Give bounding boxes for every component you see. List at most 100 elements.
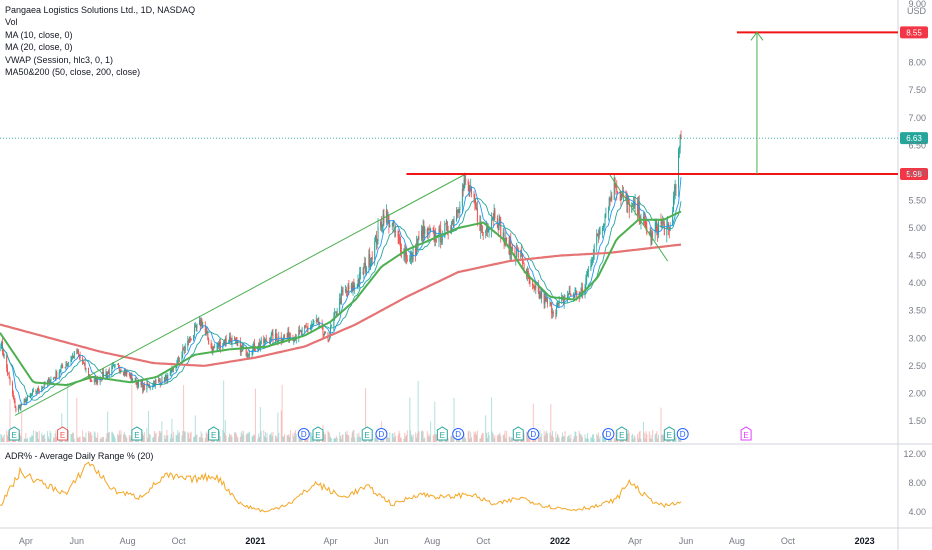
earnings-marker: [208, 426, 220, 441]
volume-bar: [500, 435, 502, 442]
drawing-tools[interactable]: 5.98 8.55 6.63: [0, 26, 928, 416]
volume-bar: [231, 436, 233, 442]
volume-bar: [95, 437, 97, 442]
candle: [118, 363, 120, 369]
candle: [198, 319, 200, 325]
volume-bar: [118, 435, 120, 442]
candle: [445, 221, 447, 224]
candle: [99, 378, 101, 383]
volume-bar: [426, 430, 428, 442]
earnings-label: E: [440, 431, 445, 440]
candle: [342, 290, 344, 292]
candle: [680, 134, 682, 139]
candle: [77, 350, 79, 355]
volume-bar: [656, 431, 658, 442]
volume-bar: [405, 436, 407, 442]
legend-vol[interactable]: Vol: [5, 17, 18, 28]
volume-bar: [236, 435, 238, 442]
volume-bar: [679, 437, 681, 442]
candle: [77, 350, 79, 353]
volume-bar: [587, 433, 589, 442]
candle: [418, 238, 420, 239]
candle: [263, 338, 265, 344]
volume-bar: [590, 436, 592, 442]
dividend-marker: [452, 428, 465, 440]
volume-bar: [655, 433, 657, 442]
volume-bar: [229, 433, 231, 442]
candle: [550, 302, 552, 304]
candle: [642, 216, 644, 221]
candle: [97, 377, 99, 383]
volume-bar: [532, 403, 534, 442]
candle: [304, 325, 306, 327]
symbol-title[interactable]: Pangaea Logistics Solutions Ltd., 1D, NA…: [5, 5, 196, 15]
candle: [67, 361, 69, 364]
volume-bar: [253, 434, 255, 442]
volume-bar: [646, 434, 648, 442]
volume-bar: [30, 437, 32, 442]
volume-bar: [468, 430, 470, 442]
volume-bar: [105, 438, 107, 442]
volume-bar: [265, 437, 267, 442]
volume-bar: [264, 436, 266, 442]
candle: [172, 368, 174, 370]
volume-bar: [473, 431, 475, 442]
candle: [85, 367, 87, 369]
volume-bar: [32, 435, 34, 442]
legend-ma10[interactable]: MA (10, close, 0): [5, 29, 73, 40]
candle: [102, 371, 104, 380]
volume-bar: [429, 436, 431, 442]
volume-bar: [342, 434, 344, 442]
price-tick-label: 7.50: [908, 85, 926, 95]
volume-bar: [131, 384, 133, 442]
volume-bar: [289, 430, 291, 442]
candle: [493, 210, 495, 220]
candle: [590, 265, 592, 270]
candle: [70, 359, 72, 362]
candle: [491, 218, 493, 221]
candle: [117, 363, 119, 365]
volume-bar: [295, 434, 297, 442]
candle: [621, 193, 623, 200]
candle: [440, 241, 442, 243]
candle: [534, 286, 536, 289]
legend-ma20[interactable]: MA (20, close, 0): [5, 42, 73, 53]
legend: Pangaea Logistics Solutions Ltd., 1D, NA…: [5, 4, 195, 78]
candle: [246, 354, 248, 356]
candles: [0, 130, 682, 413]
volume-bar: [26, 438, 28, 442]
volume-bar: [352, 430, 354, 442]
volume-bar: [96, 437, 98, 442]
volume-bar: [587, 438, 589, 442]
candle: [634, 201, 636, 208]
candle: [130, 374, 132, 379]
legend-ma50-200[interactable]: MA50&200 (50, close, 200, close): [5, 67, 141, 78]
candle: [421, 230, 423, 240]
volume-bar: [293, 436, 295, 442]
volume-bar: [597, 435, 599, 442]
time-tick-label: Oct: [172, 536, 187, 546]
price-tick-label: 3.50: [908, 306, 926, 316]
volume-bar: [627, 430, 629, 442]
volume-bar: [538, 437, 540, 442]
time-tick-label: Apr: [628, 536, 642, 546]
candle: [487, 231, 489, 233]
ma20-line: [0, 195, 682, 401]
volume-bar: [614, 438, 616, 442]
price-tick-label: 4.00: [908, 278, 926, 288]
volume-bar: [485, 415, 487, 442]
earnings-label: E: [365, 431, 370, 440]
candle: [234, 337, 236, 340]
adr-legend[interactable]: ADR% - Average Daily Range % (20): [5, 451, 154, 461]
candle: [146, 383, 148, 390]
volume-bar: [562, 432, 564, 442]
currency-label: USD: [907, 6, 927, 16]
volume-bar: [201, 433, 203, 442]
legend-vwap[interactable]: VWAP (Session, hlc3, 0, 1): [5, 54, 114, 65]
candle: [615, 185, 617, 187]
candle: [497, 226, 499, 231]
volume-bar: [117, 433, 119, 442]
candle: [374, 241, 376, 261]
